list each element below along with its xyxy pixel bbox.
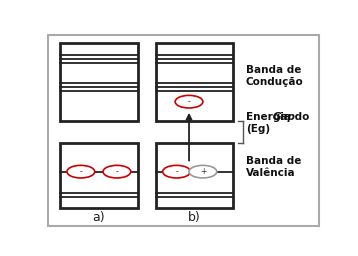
Bar [60,42,138,121]
Text: Banda de: Banda de [246,65,301,75]
Text: (Eg): (Eg) [246,124,270,134]
Text: Banda de: Banda de [246,156,301,166]
Text: b): b) [188,211,201,225]
Ellipse shape [175,95,203,108]
Text: -: - [116,167,118,176]
Text: Condução: Condução [246,77,304,87]
Bar [156,42,233,121]
Text: a): a) [92,211,105,225]
Ellipse shape [163,165,190,178]
Text: Valência: Valência [246,168,295,178]
Text: -: - [79,167,82,176]
Text: Gap: Gap [272,112,295,122]
Text: +: + [200,167,206,176]
Text: -: - [175,167,178,176]
Text: Energia do: Energia do [246,112,313,122]
Bar [156,143,233,208]
Text: -: - [188,97,190,106]
Ellipse shape [189,165,217,178]
Ellipse shape [103,165,131,178]
Ellipse shape [67,165,95,178]
Bar [60,143,138,208]
